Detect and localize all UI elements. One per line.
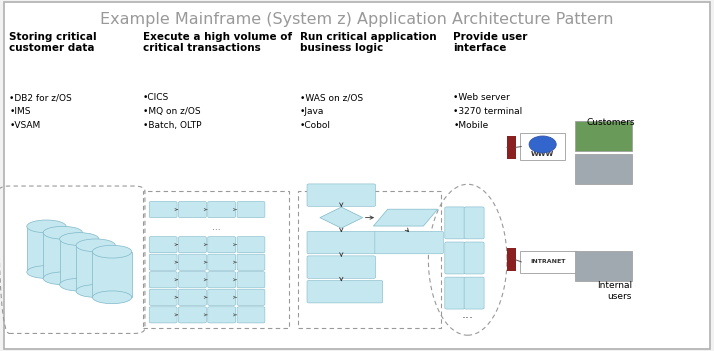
FancyBboxPatch shape — [445, 277, 465, 309]
Ellipse shape — [92, 245, 131, 258]
FancyBboxPatch shape — [237, 272, 265, 288]
FancyBboxPatch shape — [520, 251, 576, 273]
FancyBboxPatch shape — [178, 272, 206, 288]
FancyBboxPatch shape — [4, 2, 710, 349]
Text: Customers: Customers — [587, 118, 635, 127]
Text: •CICS
•MQ on z/OS
•Batch, OLTP: •CICS •MQ on z/OS •Batch, OLTP — [143, 93, 201, 130]
FancyBboxPatch shape — [464, 277, 484, 309]
Text: INTRANET: INTRANET — [531, 259, 565, 264]
FancyBboxPatch shape — [575, 251, 632, 281]
FancyBboxPatch shape — [445, 242, 465, 274]
FancyBboxPatch shape — [307, 184, 376, 206]
FancyBboxPatch shape — [307, 256, 376, 278]
FancyBboxPatch shape — [237, 237, 265, 253]
FancyBboxPatch shape — [464, 242, 484, 274]
FancyBboxPatch shape — [60, 239, 99, 285]
Text: Provide user
interface: Provide user interface — [453, 32, 528, 53]
Text: ...: ... — [211, 223, 221, 232]
FancyBboxPatch shape — [178, 307, 206, 323]
FancyBboxPatch shape — [520, 133, 565, 160]
FancyBboxPatch shape — [208, 237, 236, 253]
FancyBboxPatch shape — [375, 231, 443, 254]
FancyBboxPatch shape — [208, 307, 236, 323]
Text: •DB2 for z/OS
•IMS
•VSAM: •DB2 for z/OS •IMS •VSAM — [9, 93, 72, 130]
Ellipse shape — [60, 233, 99, 245]
Ellipse shape — [43, 226, 83, 239]
Text: Internal
users: Internal users — [597, 281, 632, 301]
Ellipse shape — [27, 266, 66, 278]
FancyBboxPatch shape — [237, 254, 265, 270]
Ellipse shape — [92, 291, 131, 304]
Text: Execute a high volume of
critical transactions: Execute a high volume of critical transa… — [143, 32, 292, 53]
FancyBboxPatch shape — [507, 249, 516, 271]
Text: Example Mainframe (System z) Application Architecture Pattern: Example Mainframe (System z) Application… — [100, 12, 614, 27]
FancyBboxPatch shape — [178, 289, 206, 305]
Text: Storing critical
customer data: Storing critical customer data — [9, 32, 97, 53]
FancyBboxPatch shape — [208, 201, 236, 218]
FancyBboxPatch shape — [507, 136, 516, 159]
Ellipse shape — [60, 278, 99, 291]
FancyBboxPatch shape — [237, 307, 265, 323]
FancyBboxPatch shape — [178, 254, 206, 270]
FancyBboxPatch shape — [307, 231, 376, 254]
FancyBboxPatch shape — [76, 245, 116, 291]
FancyBboxPatch shape — [149, 237, 177, 253]
FancyBboxPatch shape — [178, 201, 206, 218]
Polygon shape — [373, 209, 438, 226]
FancyBboxPatch shape — [43, 233, 83, 278]
FancyBboxPatch shape — [149, 289, 177, 305]
FancyBboxPatch shape — [93, 252, 131, 297]
Ellipse shape — [76, 285, 116, 297]
FancyBboxPatch shape — [27, 226, 66, 272]
Text: WWW: WWW — [531, 151, 554, 157]
FancyBboxPatch shape — [208, 254, 236, 270]
Polygon shape — [320, 207, 363, 228]
FancyBboxPatch shape — [464, 207, 484, 239]
Ellipse shape — [529, 136, 556, 153]
FancyBboxPatch shape — [208, 272, 236, 288]
FancyBboxPatch shape — [307, 280, 383, 303]
FancyBboxPatch shape — [237, 289, 265, 305]
FancyBboxPatch shape — [178, 237, 206, 253]
FancyBboxPatch shape — [445, 207, 465, 239]
Text: •Web server
•3270 terminal
•Mobile: •Web server •3270 terminal •Mobile — [453, 93, 523, 130]
FancyBboxPatch shape — [208, 289, 236, 305]
Text: •WAS on z/OS
•Java
•Cobol: •WAS on z/OS •Java •Cobol — [300, 93, 363, 130]
FancyBboxPatch shape — [575, 154, 632, 184]
Ellipse shape — [76, 239, 116, 252]
FancyBboxPatch shape — [149, 307, 177, 323]
Ellipse shape — [27, 220, 66, 233]
FancyBboxPatch shape — [149, 201, 177, 218]
Text: ...: ... — [462, 307, 473, 321]
Ellipse shape — [43, 272, 83, 285]
FancyBboxPatch shape — [149, 272, 177, 288]
Text: Run critical application
business logic: Run critical application business logic — [300, 32, 436, 53]
FancyBboxPatch shape — [237, 201, 265, 218]
FancyBboxPatch shape — [149, 254, 177, 270]
FancyBboxPatch shape — [575, 121, 632, 151]
